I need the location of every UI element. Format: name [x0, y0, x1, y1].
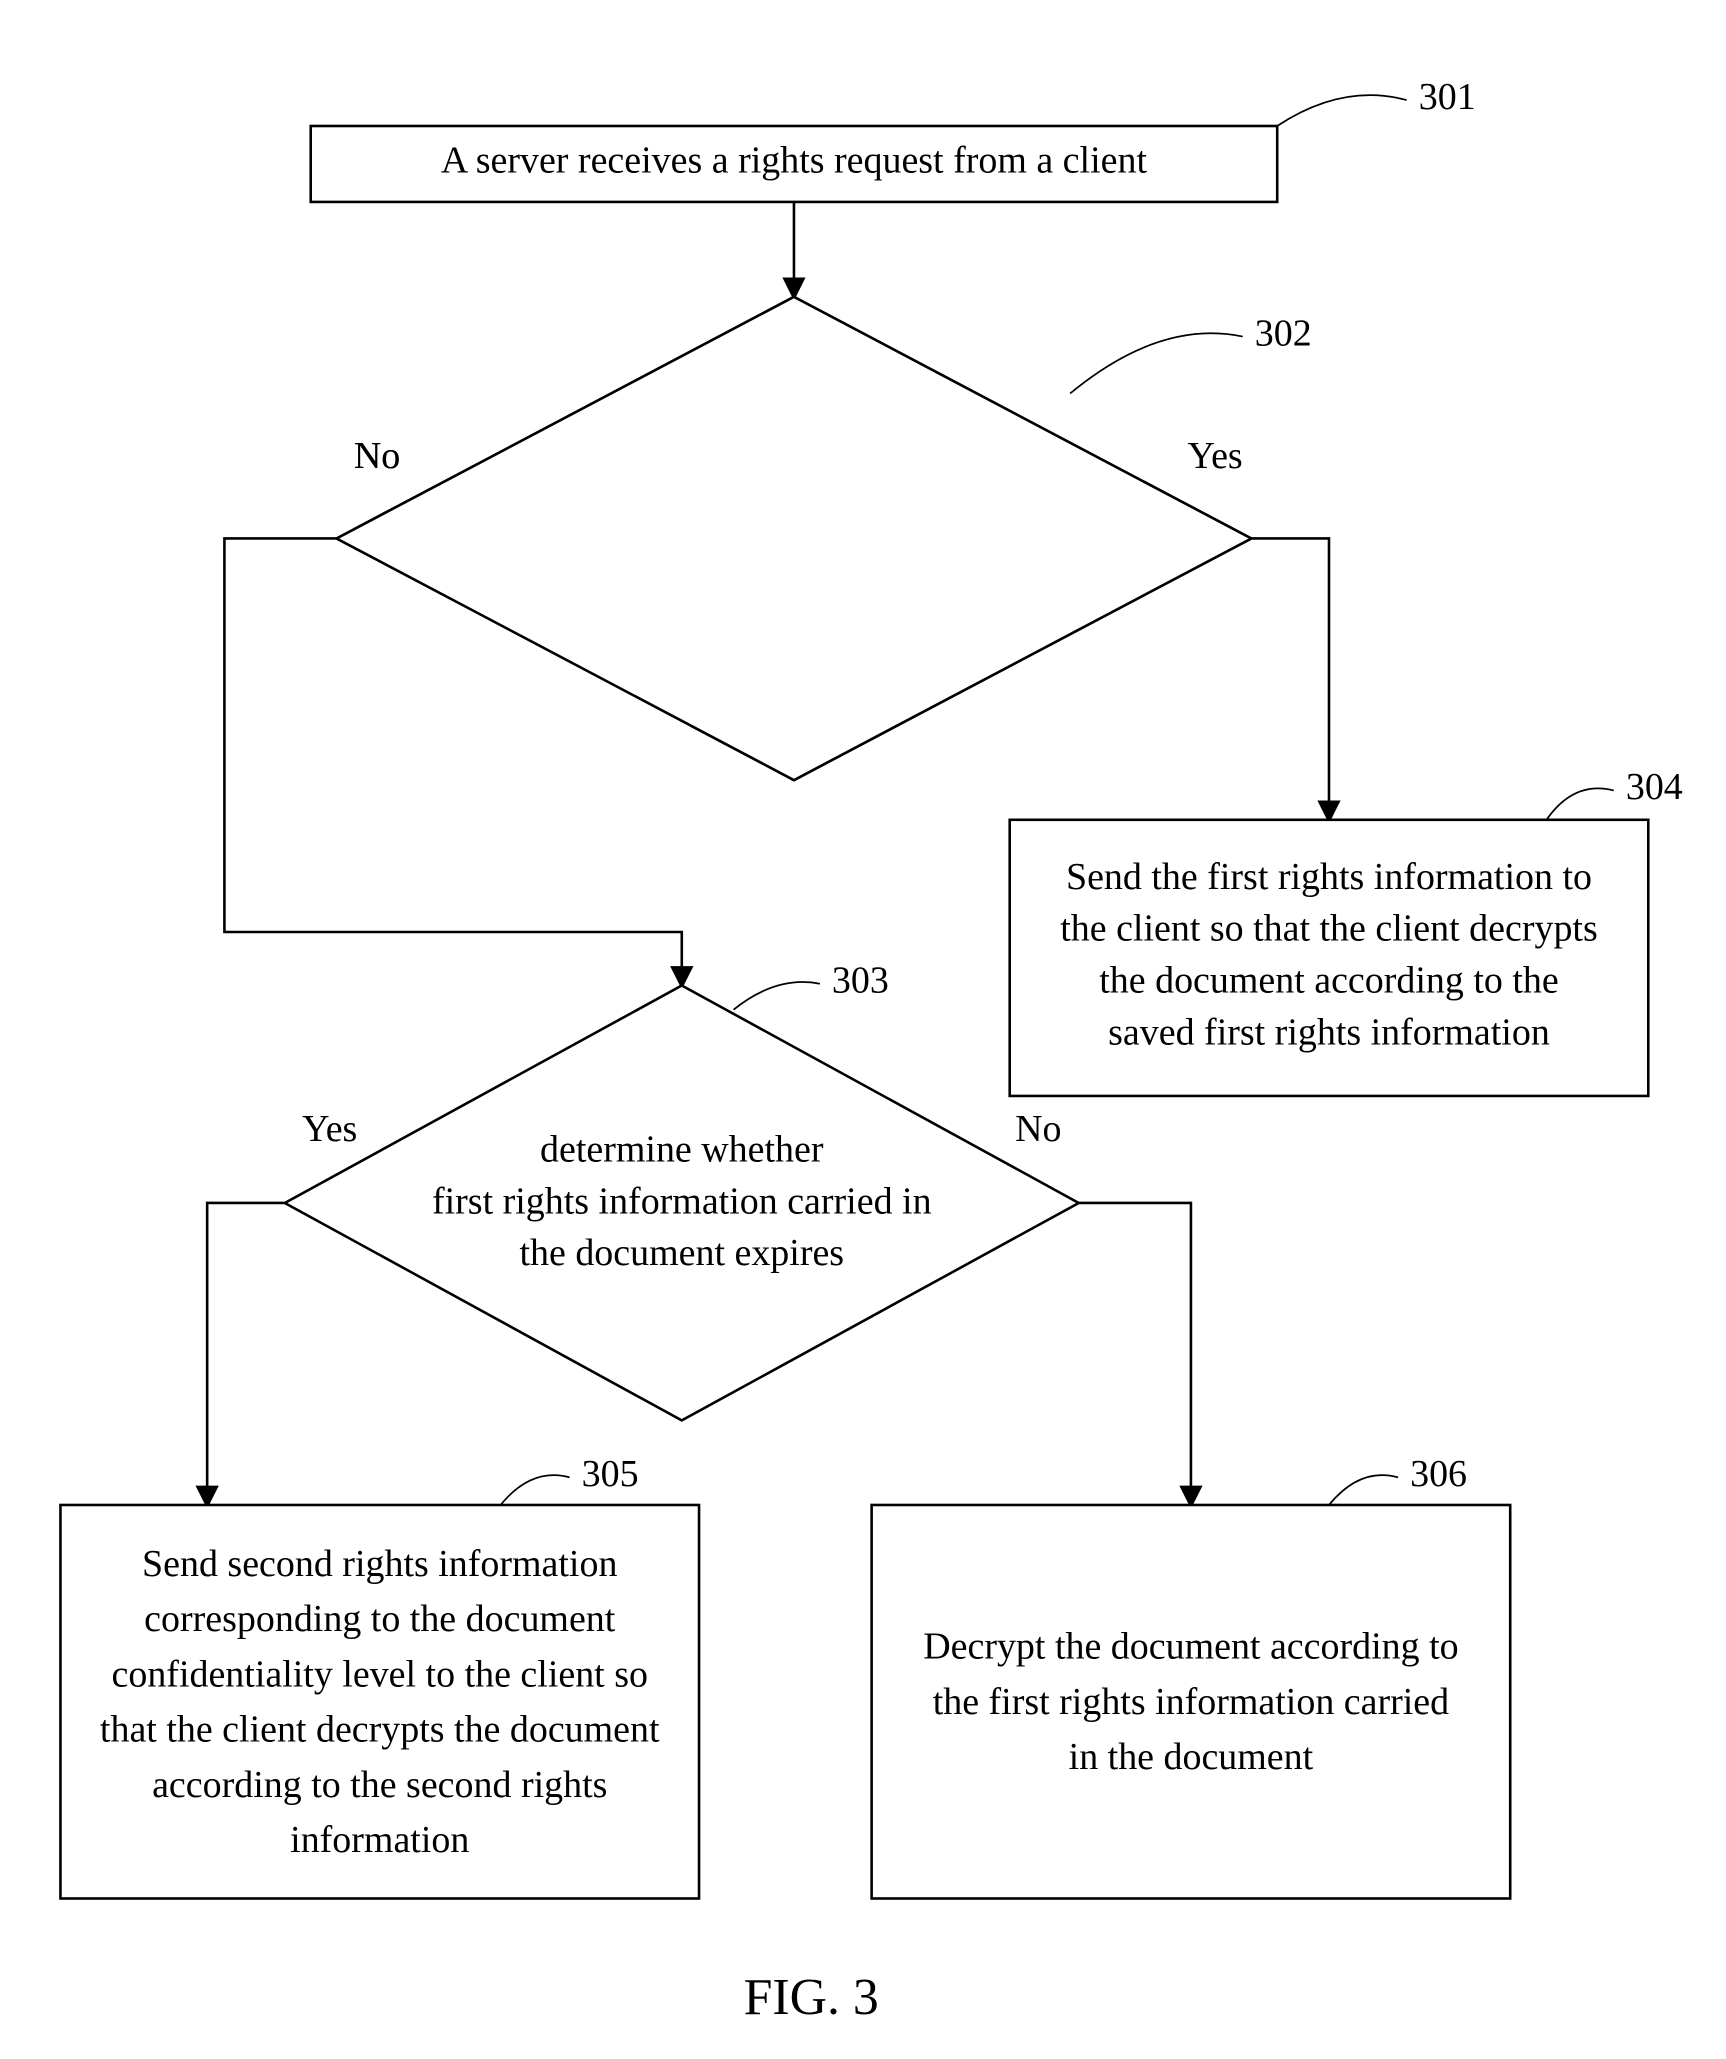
node-301-text: A server receives a rights request from … [441, 140, 1148, 182]
label-302-yes: Yes [1187, 435, 1242, 477]
label-303-yes: Yes [302, 1108, 357, 1150]
node-306: Decrypt the document according to the fi… [872, 1505, 1511, 1899]
node-303-line3: the document expires [519, 1232, 844, 1274]
node-303-line2: first rights information carried in [432, 1180, 932, 1222]
node-306-line2: the first rights information carried [933, 1681, 1449, 1723]
node-304: Send the first rights information to the… [1010, 820, 1649, 1096]
node-305-line3: confidentiality level to the client so [112, 1653, 648, 1695]
ref-301: 301 [1419, 76, 1476, 118]
figure-caption: FIG. 3 [744, 1969, 879, 2026]
node-305-line1: Send second rights information [142, 1543, 617, 1585]
ref-305: 305 [582, 1453, 639, 1495]
ref-304: 304 [1626, 766, 1683, 808]
node-304-line1: Send the first rights information to [1066, 856, 1592, 898]
leader-305 [501, 1475, 570, 1505]
ref-303: 303 [832, 959, 889, 1001]
edge-303-305 [207, 1203, 285, 1505]
svg-text:No: No [354, 435, 400, 477]
node-305-line5: according to the second rights [152, 1764, 607, 1806]
node-306-line3: in the document [1069, 1736, 1314, 1778]
leader-301 [1277, 95, 1406, 126]
edge-303-306 [1079, 1203, 1191, 1505]
flowchart-figure: A server receives a rights request from … [0, 0, 1726, 2059]
node-301: A server receives a rights request from … [311, 126, 1278, 202]
node-305-line2: corresponding to the document [144, 1598, 616, 1640]
node-304-line4: saved first rights information [1108, 1011, 1550, 1053]
node-305-line6: information [290, 1819, 469, 1861]
leader-304 [1546, 788, 1613, 819]
node-304-line2: the client so that the client decrypts [1060, 908, 1598, 950]
leader-306 [1329, 1475, 1398, 1505]
node-306-line1: Decrypt the document according to [923, 1626, 1458, 1668]
node-305-line4: that the client decrypts the document [100, 1709, 660, 1751]
leader-303 [734, 982, 820, 1010]
label-303-no: No [1015, 1108, 1061, 1150]
node-304-line3: the document according to the [1099, 959, 1559, 1001]
ref-302: 302 [1255, 312, 1312, 354]
leader-302 [1070, 333, 1243, 393]
node-305: Send second rights information correspon… [60, 1505, 699, 1899]
edge-302-304 [1251, 538, 1329, 819]
node-303-line1: determine whether [540, 1129, 824, 1171]
ref-306: 306 [1410, 1453, 1467, 1495]
